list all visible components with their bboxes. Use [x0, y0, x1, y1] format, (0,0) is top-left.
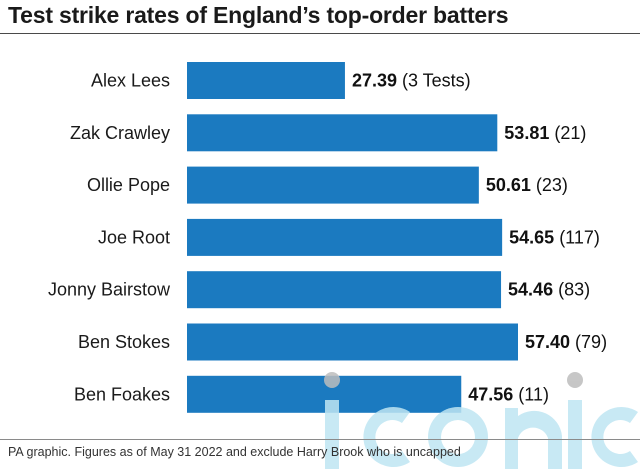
bar-ben-foakes: [187, 375, 462, 413]
value-label-ollie-pope: 50.61 (23): [486, 175, 568, 195]
bar-ollie-pope: [187, 166, 479, 204]
value-label-zak-crawley: 53.81 (21): [504, 123, 586, 143]
bar-ben-stokes: [187, 323, 518, 361]
footnote: PA graphic. Figures as of May 31 2022 an…: [8, 445, 461, 459]
value-label-alex-lees: 27.39 (3 Tests): [352, 71, 471, 91]
category-label-ben-foakes: Ben Foakes: [74, 384, 170, 404]
category-label-ollie-pope: Ollie Pope: [87, 175, 170, 195]
bar-zak-crawley: [187, 114, 498, 152]
footnote-divider: [0, 439, 640, 440]
category-label-alex-lees: Alex Lees: [91, 71, 170, 91]
category-label-joe-root: Joe Root: [98, 227, 170, 247]
title-divider: [0, 33, 640, 34]
bar-chart: Alex Lees 27.39 (3 Tests) Zak Crawley 53.81…: [48, 62, 607, 413]
value-label-ben-foakes: 47.56 (11): [468, 384, 549, 404]
bar-jonny-bairstow: [187, 271, 502, 309]
bar-joe-root: [187, 218, 503, 256]
value-label-jonny-bairstow: 54.46 (83): [508, 280, 590, 300]
chart-title: Test strike rates of England’s top-order…: [8, 2, 509, 28]
category-label-ben-stokes: Ben Stokes: [78, 332, 170, 352]
category-label-zak-crawley: Zak Crawley: [70, 123, 170, 143]
value-label-joe-root: 54.65 (117): [509, 227, 600, 247]
value-label-ben-stokes: 57.40 (79): [525, 332, 607, 352]
category-label-jonny-bairstow: Jonny Bairstow: [48, 280, 171, 300]
bar-alex-lees: [187, 62, 345, 99]
